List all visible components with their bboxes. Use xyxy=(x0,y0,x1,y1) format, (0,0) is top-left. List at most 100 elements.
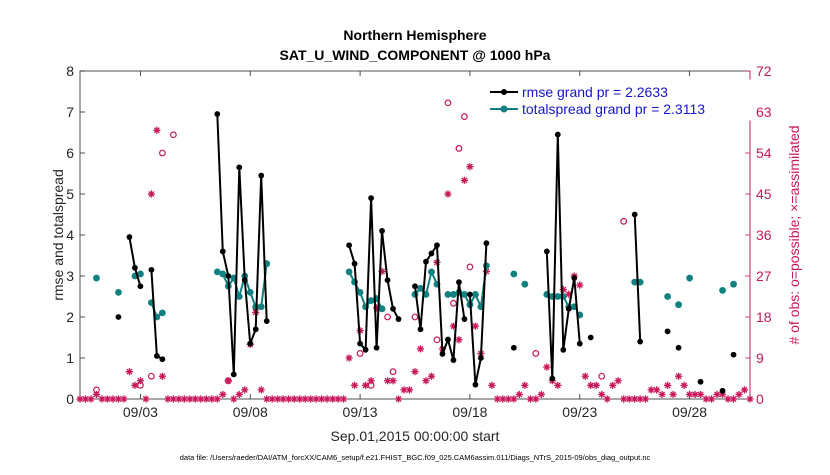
obs-assimilated-point xyxy=(422,377,430,385)
spread-point xyxy=(417,284,424,292)
obs-assimilated-point xyxy=(493,395,501,403)
spread-point xyxy=(510,270,518,278)
obs-assimilated-point xyxy=(746,395,754,403)
spread-point xyxy=(686,274,693,282)
y-tick-label-right: 36 xyxy=(756,227,772,243)
rmse-point xyxy=(373,344,380,351)
rmse-point xyxy=(675,344,682,351)
rmse-point xyxy=(230,371,237,378)
obs-assimilated-point xyxy=(669,390,677,399)
obs-possible-point xyxy=(389,368,397,376)
rmse-point xyxy=(346,242,352,249)
obs-assimilated-point xyxy=(466,163,474,171)
obs-assimilated-point xyxy=(98,395,106,403)
rmse-point xyxy=(247,340,254,347)
rmse-point xyxy=(126,234,133,240)
rmse-point xyxy=(368,195,374,202)
rmse-point xyxy=(351,260,358,267)
obs-assimilated-point xyxy=(405,386,414,394)
obs-assimilated-point xyxy=(460,176,469,184)
spread-point xyxy=(257,303,265,311)
y-tick-label-left: 0 xyxy=(66,391,74,407)
obs-assimilated-point xyxy=(191,395,199,403)
obs-possible-point xyxy=(466,263,474,271)
spread-point xyxy=(521,280,529,288)
obs-assimilated-point xyxy=(274,395,282,403)
spread-point xyxy=(472,291,479,298)
obs-assimilated-point xyxy=(378,267,386,276)
rmse-point xyxy=(637,338,644,345)
obs-assimilated-point xyxy=(614,377,622,385)
x-tick-label: 09/18 xyxy=(452,404,487,420)
obs-assimilated-point xyxy=(581,372,589,380)
obs-assimilated-point xyxy=(241,386,249,394)
obs-possible-point xyxy=(444,99,452,107)
obs-assimilated-point xyxy=(268,395,276,403)
obs-assimilated-point xyxy=(158,372,166,380)
spread-point xyxy=(444,291,452,298)
obs-assimilated-point xyxy=(625,395,633,403)
x-tick-label: 09/08 xyxy=(233,404,268,420)
obs-assimilated-point xyxy=(263,395,271,403)
rmse-line xyxy=(414,242,466,361)
rmse-point xyxy=(461,316,468,322)
rmse-line xyxy=(348,198,400,353)
rmse-point xyxy=(456,279,462,286)
rmse-point xyxy=(384,277,391,283)
obs-assimilated-point xyxy=(515,390,523,399)
x-tick-label: 09/28 xyxy=(672,404,707,420)
spread-point xyxy=(631,278,639,286)
plot-frame xyxy=(79,70,751,400)
rmse-point xyxy=(664,328,671,335)
obs-assimilated-point xyxy=(718,390,727,399)
obs-assimilated-point xyxy=(219,390,227,399)
rmse-point xyxy=(439,351,446,357)
chart-title: Northern Hemisphere xyxy=(343,27,486,43)
rmse-point xyxy=(450,357,457,363)
spread-point xyxy=(137,270,144,278)
spread-point xyxy=(675,301,683,309)
obs-assimilated-point xyxy=(702,395,710,403)
y-tick-label-right: 27 xyxy=(756,268,772,284)
rmse-point xyxy=(159,356,166,363)
obs-assimilated-point xyxy=(307,395,315,403)
rmse-point xyxy=(379,228,385,234)
obs-assimilated-point xyxy=(301,395,309,403)
rmse-point xyxy=(241,277,248,283)
obs-assimilated-point xyxy=(279,395,287,403)
obs-assimilated-point xyxy=(587,381,595,389)
spread-point xyxy=(719,286,726,294)
x-tick-label: 09/03 xyxy=(123,404,158,420)
obs-assimilated-point xyxy=(169,395,177,403)
spread-point xyxy=(450,291,457,298)
obs-assimilated-point xyxy=(87,395,95,403)
obs-assimilated-point xyxy=(554,381,562,389)
legend-spread-label: totalspread grand pr = 2.3113 xyxy=(522,101,705,117)
obs-assimilated-point xyxy=(400,386,408,394)
obs-assimilated-point xyxy=(230,395,238,403)
obs-possible-point xyxy=(433,336,441,344)
obs-assimilated-point xyxy=(361,381,370,389)
obs-assimilated-point xyxy=(592,381,600,389)
legend-box xyxy=(487,79,756,121)
obs-assimilated-point xyxy=(81,395,90,403)
y-tick-label-left: 4 xyxy=(66,227,74,243)
obs-assimilated-point xyxy=(416,345,425,353)
y-tick-label-right: 54 xyxy=(756,145,772,161)
spread-point xyxy=(345,268,353,276)
obs-assimilated-point xyxy=(285,395,293,403)
obs-assimilated-point xyxy=(565,290,573,298)
y-tick-label-left: 6 xyxy=(66,145,74,161)
obs-assimilated-point xyxy=(180,395,188,403)
rmse-point xyxy=(543,248,550,255)
rmse-point xyxy=(412,283,418,290)
obs-possible-point xyxy=(450,299,457,307)
obs-assimilated-point xyxy=(235,390,243,399)
rmse-point xyxy=(445,336,451,343)
obs-assimilated-point xyxy=(713,390,721,399)
obs-possible-point xyxy=(411,313,419,321)
obs-assimilated-point xyxy=(345,354,353,362)
obs-assimilated-point xyxy=(680,381,688,389)
obs-assimilated-point xyxy=(537,390,545,399)
obs-possible-point xyxy=(461,113,468,120)
